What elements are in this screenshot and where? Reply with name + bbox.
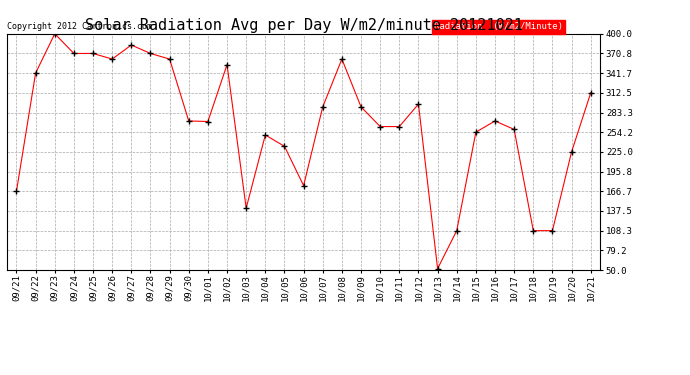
Title: Solar Radiation Avg per Day W/m2/minute 20121021: Solar Radiation Avg per Day W/m2/minute … [85, 18, 522, 33]
Text: Copyright 2012 Cartronics.com: Copyright 2012 Cartronics.com [7, 22, 152, 32]
Text: Radiation  (W/m2/Minute): Radiation (W/m2/Minute) [434, 22, 563, 32]
